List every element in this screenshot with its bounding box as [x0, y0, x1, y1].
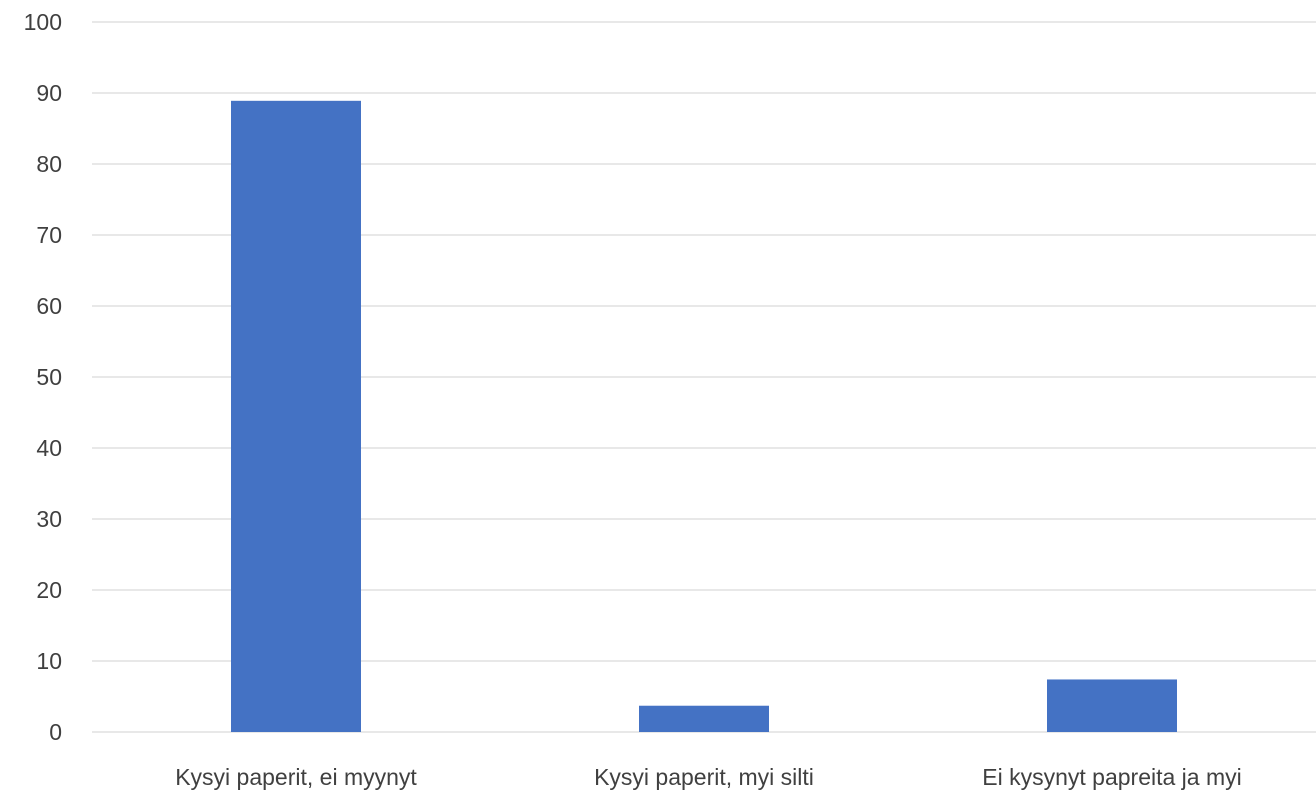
- y-tick-label: 50: [36, 364, 62, 390]
- y-tick-label: 100: [24, 9, 62, 35]
- y-axis-tick-labels: 0 10 20 30 40 50 60 70 80 90 100: [24, 9, 62, 745]
- bar-3: [1047, 679, 1177, 732]
- x-category-label: Kysyi paperit, ei myynyt: [175, 764, 417, 790]
- x-category-label: Ei kysynyt papreita ja myi: [982, 764, 1241, 790]
- y-tick-label: 10: [36, 648, 62, 674]
- y-tick-label: 60: [36, 293, 62, 319]
- y-tick-label: 80: [36, 151, 62, 177]
- y-tick-label: 90: [36, 80, 62, 106]
- y-tick-label: 40: [36, 435, 62, 461]
- y-tick-label: 70: [36, 222, 62, 248]
- x-axis-category-labels: Kysyi paperit, ei myynyt Kysyi paperit, m…: [175, 764, 1242, 790]
- bars: [231, 100, 1177, 732]
- x-category-label: Kysyi paperit, myi silti: [594, 764, 814, 790]
- bar-1: [231, 100, 361, 732]
- y-tick-label: 20: [36, 577, 62, 603]
- bar-2: [639, 705, 769, 732]
- y-tick-label: 30: [36, 506, 62, 532]
- y-tick-label: 0: [49, 719, 62, 745]
